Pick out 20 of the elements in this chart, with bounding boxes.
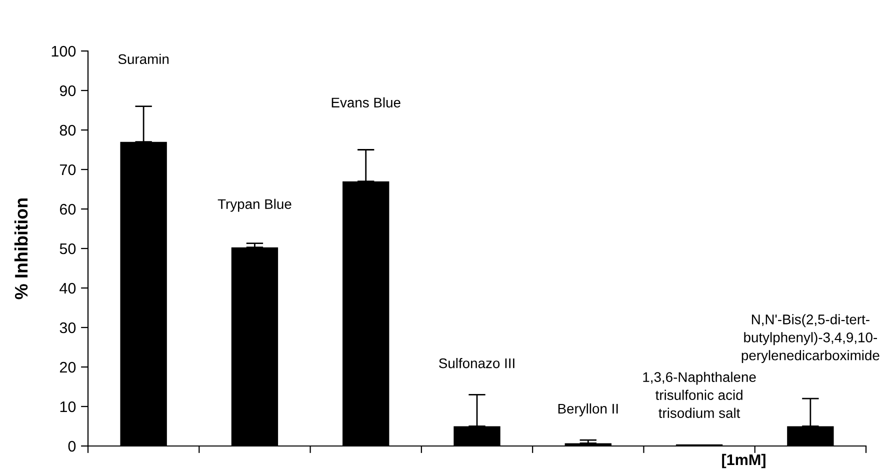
x-tick-label: N,N'-Bis(2,5-di-tert- butylphenyl)-3,4,9,10- perylenedicarboximide [742, 314, 880, 364]
x-tick-label: Suramin [118, 54, 169, 64]
y-tick-label: 40 [60, 282, 76, 294]
y-tick-label: 0 [68, 440, 76, 452]
y-tick-label: 90 [60, 85, 76, 96]
y-tick-label: 20 [60, 362, 76, 373]
y-tick-label: 10 [60, 401, 76, 412]
y-tick-label: 70 [60, 164, 76, 176]
x-tick-label: 1,3,6-Naphthalene trisulfonic acid trisodium salt [643, 372, 756, 418]
y-tick-label: 100 [52, 46, 76, 57]
y-axis-title: % Inhibition [14, 198, 28, 300]
x-tick-label: Sulfonazo III [439, 358, 514, 368]
x-tick-label: Trypan Blue [218, 198, 292, 212]
x-axis-title: [1mM] [722, 454, 766, 468]
y-tick-label: 60 [60, 204, 76, 215]
x-tick-label: Evans Blue [332, 97, 400, 108]
x-tick-label: Beryllon II [558, 403, 618, 416]
y-tick-label: 50 [60, 243, 76, 254]
y-tick-label: 80 [60, 124, 76, 136]
y-tick-label: 30 [60, 322, 76, 334]
